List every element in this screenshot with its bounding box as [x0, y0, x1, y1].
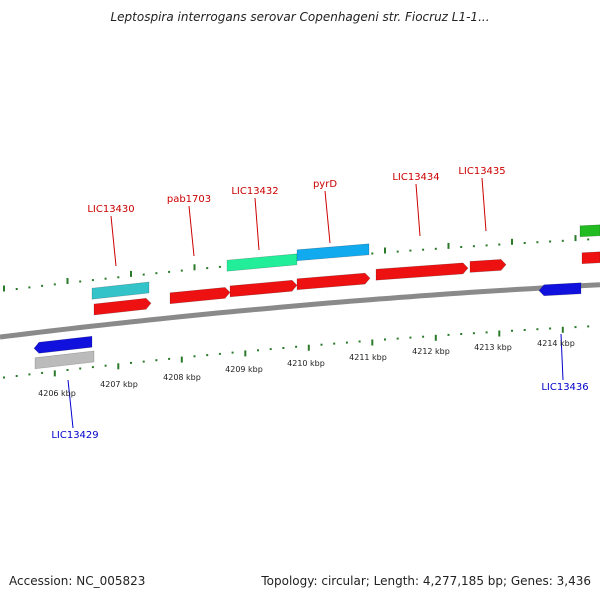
scale-label: 4209 kbp: [225, 365, 263, 374]
cds-arrow: [93, 297, 152, 316]
scale-label: 4208 kbp: [163, 373, 201, 382]
scale-label: 4213 kbp: [474, 343, 512, 352]
label-leaders: [67, 177, 564, 429]
gene-label: LIC13429: [51, 430, 98, 441]
genome-title: Leptospira interrogans serovar Copenhage…: [110, 10, 490, 24]
genome-backbone: [0, 282, 600, 340]
label-texts: LIC13430 pab1703 LIC13432 pyrD LIC13434 LIC13…: [38, 166, 589, 441]
leader-line: [67, 379, 74, 429]
scale-label: 4214 kbp: [537, 339, 575, 348]
gene-bar-green: [579, 224, 600, 238]
gene-features: [33, 224, 600, 370]
cds-arrow: [469, 259, 507, 273]
gene-label: LIC13432: [231, 186, 278, 197]
leader-line: [188, 205, 195, 257]
scale-label: 4207 kbp: [100, 380, 138, 389]
gene-label: LIC13430: [87, 204, 134, 215]
accession-text: Accession: NC_005823: [9, 574, 146, 588]
scale-label: 4211 kbp: [349, 353, 387, 362]
cds-arrow: [169, 287, 231, 305]
scale-label: 4210 kbp: [287, 359, 325, 368]
gene-bar-grey: [34, 350, 95, 370]
gene-bar-teal: [91, 281, 150, 300]
gene-bar-aqua-green: [226, 253, 298, 272]
gene-label: LIC13436: [541, 382, 588, 393]
gene-label: pyrD: [313, 179, 337, 190]
cds-arrow: [229, 279, 298, 298]
scale-label: 4206 kbp: [38, 389, 76, 398]
leader-line: [481, 177, 487, 232]
reverse-arrow: [538, 282, 582, 297]
leader-line: [254, 197, 260, 251]
cds-arrow: [296, 272, 371, 291]
gene-label: LIC13434: [392, 172, 439, 183]
cds-arrow: [375, 262, 469, 281]
leader-line: [415, 183, 421, 237]
gene-label: pab1703: [167, 194, 211, 205]
gene-bar-sky-blue: [296, 243, 370, 262]
leader-line: [324, 190, 331, 244]
gene-label: LIC13435: [458, 166, 505, 177]
scale-label: 4212 kbp: [412, 347, 450, 356]
leader-line: [110, 215, 117, 267]
reverse-arrow: [33, 335, 93, 354]
cds-arrow: [581, 251, 600, 265]
leader-line: [560, 333, 564, 381]
topology-text: Topology: circular; Length: 4,277,185 bp…: [261, 574, 591, 588]
